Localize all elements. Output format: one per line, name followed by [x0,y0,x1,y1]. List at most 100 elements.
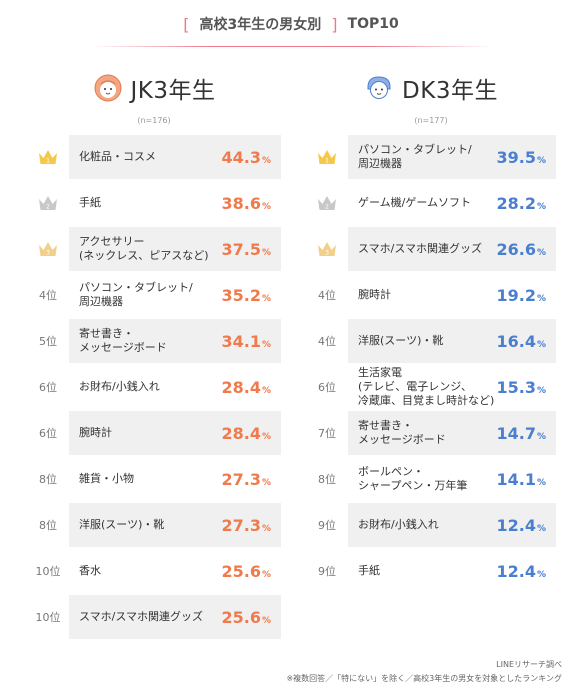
rank-cell: 4位 [306,273,348,317]
value-unit: % [261,201,271,212]
bronze-crown-icon: 3 [318,242,336,257]
rank-cell: 2 [306,181,348,225]
male-ranking-row: 8位 ボールペン・ シャープペン・万年筆 14.1% [306,457,556,501]
female-sample-size: (n=176) [137,116,171,125]
item-label: 腕時計 [358,288,391,301]
value-unit: % [536,523,546,534]
value-unit: % [536,201,546,212]
value-unit: % [261,247,271,258]
value-number: 27.3 [221,469,261,489]
value-unit: % [261,385,271,396]
item-label: ボールペン・ シャープペン・万年筆 [358,465,468,492]
rank-cell: 8位 [27,457,69,501]
item-cell: 腕時計 28.4% [69,411,281,455]
item-label: 雑貨・小物 [79,472,134,485]
silver-crown-icon: 2 [318,196,336,211]
item-cell: アクセサリー (ネックレス、ピアスなど) 37.5% [69,227,281,271]
female-ranking-row: 5位 寄せ書き・ メッセージボード 34.1% [27,319,281,363]
female-ranking-row: 6位 お財布/小銭入れ 28.4% [27,365,281,409]
value-number: 28.4 [221,377,261,397]
rank-cell: 9位 [306,503,348,547]
gold-crown-icon: 1 [39,150,57,165]
value-label: 12.4% [496,562,546,581]
value-unit: % [261,477,271,488]
value-unit: % [536,477,546,488]
rank-cell: 10位 [27,595,69,639]
value-unit: % [261,615,271,626]
female-column-label: JK3年生 [130,78,216,104]
item-label: 洋服(スーツ)・靴 [358,334,444,347]
item-label: お財布/小銭入れ [358,518,439,531]
value-label: 38.6% [221,194,271,213]
item-label: 手紙 [358,564,380,577]
item-label: お財布/小銭入れ [79,380,160,393]
crown-rank-number: 3 [46,250,50,257]
value-number: 39.5 [496,147,536,167]
bronze-crown-icon: 3 [39,242,57,257]
value-label: 19.2% [496,286,546,305]
item-cell: 手紙 12.4% [348,549,556,593]
title-divider [90,46,492,47]
value-number: 14.7 [496,423,536,443]
crown-rank-number: 2 [325,204,329,211]
value-unit: % [261,523,271,534]
female-ranking-row: 6位 腕時計 28.4% [27,411,281,455]
item-label: 腕時計 [79,426,112,439]
rank-label: 7位 [318,427,336,440]
value-number: 37.5 [221,239,261,259]
value-unit: % [536,431,546,442]
value-unit: % [536,339,546,350]
rank-label: 8位 [39,473,57,486]
value-label: 28.4% [221,424,271,443]
female-ranking-column: JK3年生 (n=176) 1 化粧品・コスメ 44.3% 2 手紙 38.6% 3 アクセサ… [27,70,281,639]
rank-cell: 6位 [306,365,348,409]
rank-label: 6位 [318,381,336,394]
gold-crown-icon: 1 [318,150,336,165]
item-label: 洋服(スーツ)・靴 [79,518,165,531]
value-label: 39.5% [496,148,546,167]
value-label: 25.6% [221,562,271,581]
male-sample-size: (n=177) [414,116,448,125]
male-ranking-column: DK3年生 (n=177) 1 パソコン・タブレット/ 周辺機器 39.5% 2 ゲーム… [306,70,556,581]
male-ranking-row: 7位 寄せ書き・ メッセージボード 14.7% [306,411,556,455]
male-ranking-row: 3 スマホ/スマホ関連グッズ 26.6% [306,227,556,271]
rank-label: 9位 [318,519,336,532]
value-number: 14.1 [496,469,536,489]
female-ranking-row: 2 手紙 38.6% [27,181,281,225]
rank-cell: 10位 [27,549,69,593]
item-label: スマホ/スマホ関連グッズ [358,242,483,255]
value-unit: % [261,155,271,166]
title-suffix: TOP10 [347,16,399,32]
item-label: スマホ/スマホ関連グッズ [79,610,204,623]
item-cell: ゲーム機/ゲームソフト 28.2% [348,181,556,225]
rank-label: 5位 [39,335,57,348]
rank-label: 10位 [35,611,61,624]
value-number: 35.2 [221,285,261,305]
girl-face-icon [94,74,121,102]
rank-cell: 6位 [27,365,69,409]
item-label: 寄せ書き・ メッセージボード [358,419,446,446]
item-cell: スマホ/スマホ関連グッズ 25.6% [69,595,281,639]
value-unit: % [536,385,546,396]
value-label: 15.3% [496,378,546,397]
value-label: 34.1% [221,332,271,351]
female-ranking-row: 8位 洋服(スーツ)・靴 27.3% [27,503,281,547]
item-label: 生活家電 (テレビ、電子レンジ、 冷蔵庫、目覚まし時計など) [358,366,495,407]
male-ranking-row: 4位 洋服(スーツ)・靴 16.4% [306,319,556,363]
value-unit: % [261,431,271,442]
item-label: アクセサリー (ネックレス、ピアスなど) [79,235,209,262]
value-label: 27.3% [221,470,271,489]
male-ranking-row: 9位 お財布/小銭入れ 12.4% [306,503,556,547]
value-unit: % [261,339,271,350]
value-label: 16.4% [496,332,546,351]
item-cell: 生活家電 (テレビ、電子レンジ、 冷蔵庫、目覚まし時計など) 15.3% [348,365,556,409]
item-cell: 腕時計 19.2% [348,273,556,317]
value-number: 38.6 [221,193,261,213]
male-ranking-row: 1 パソコン・タブレット/ 周辺機器 39.5% [306,135,556,179]
rank-cell: 7位 [306,411,348,455]
item-cell: 雑貨・小物 27.3% [69,457,281,501]
item-cell: 寄せ書き・ メッセージボード 34.1% [69,319,281,363]
rank-label: 4位 [318,289,336,302]
crown-rank-number: 2 [46,204,50,211]
value-label: 35.2% [221,286,271,305]
